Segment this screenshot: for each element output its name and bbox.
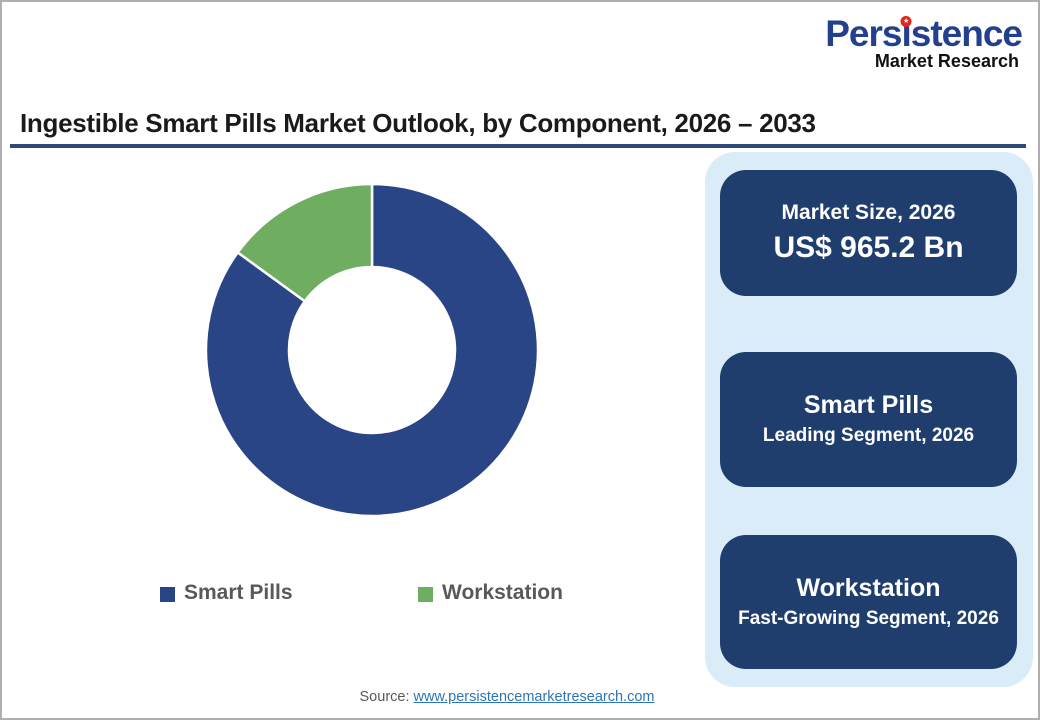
legend-item-workstation: Workstation — [418, 581, 563, 605]
source-label: Source: — [359, 689, 410, 705]
source-link[interactable]: www.persistencemarketresearch.com — [413, 689, 655, 705]
legend-item-smart-pills: Smart Pills — [160, 581, 293, 605]
market-size-label: Market Size, 2026 — [781, 201, 956, 225]
leading-segment-name: Smart Pills — [803, 391, 934, 420]
donut-chart — [204, 182, 540, 518]
donut-chart-container — [202, 180, 542, 520]
logo-text-pre: Pers — [825, 13, 902, 54]
logo-wordmark: Pers ★ ıstence — [825, 13, 1023, 55]
market-size-value: US$ 965.2 Bn — [773, 230, 964, 264]
logo-letter-i: ★ ı — [900, 13, 912, 54]
persistence-logo: Pers ★ ıstence Market Research — [825, 13, 1023, 72]
donut-slice-smart-pills — [204, 182, 540, 518]
logo-star-icon: ★ — [900, 16, 912, 27]
legend-swatch-workstation — [418, 586, 433, 602]
fast-growing-segment-name: Workstation — [796, 573, 941, 602]
logo-subtitle: Market Research — [874, 50, 1019, 71]
legend-label-workstation: Workstation — [442, 581, 563, 604]
logo-text-post: stence — [910, 13, 1023, 54]
leading-segment-card: Smart Pills Leading Segment, 2026 — [720, 352, 1017, 487]
market-size-card: Market Size, 2026 US$ 965.2 Bn — [720, 170, 1017, 296]
donut-slice-workstation — [236, 182, 374, 303]
fast-growing-segment-label: Fast-Growing Segment, 2026 — [738, 607, 999, 629]
leading-segment-label: Leading Segment, 2026 — [762, 425, 975, 447]
legend-label-smart-pills: Smart Pills — [184, 581, 293, 604]
highlight-panel: Market Size, 2026 US$ 965.2 Bn Smart Pil… — [705, 152, 1033, 687]
legend-swatch-smart-pills — [160, 586, 175, 602]
source-line: Source: www.persistencemarketresearch.co… — [2, 689, 1012, 705]
page-title: Ingestible Smart Pills Market Outlook, b… — [20, 108, 816, 138]
fast-growing-segment-card: Workstation Fast-Growing Segment, 2026 — [720, 535, 1017, 669]
title-underline — [10, 144, 1026, 148]
